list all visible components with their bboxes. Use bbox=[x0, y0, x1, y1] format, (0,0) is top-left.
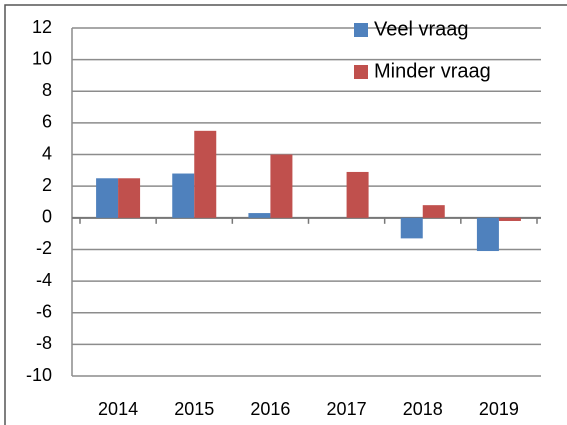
y-tick-label: -8 bbox=[36, 333, 52, 353]
y-tick-label: -2 bbox=[36, 238, 52, 258]
chart-frame bbox=[4, 4, 567, 425]
x-tick-label: 2018 bbox=[403, 399, 443, 419]
bar bbox=[270, 154, 293, 218]
y-tick-label: -6 bbox=[36, 301, 52, 321]
bar bbox=[96, 178, 119, 218]
y-tick-label: 4 bbox=[42, 143, 52, 163]
y-tick-label: 12 bbox=[32, 17, 52, 37]
legend-swatch bbox=[354, 65, 368, 79]
legend-label: Veel vraag bbox=[374, 18, 469, 40]
x-tick-label: 2017 bbox=[327, 399, 367, 419]
bar bbox=[172, 173, 195, 218]
bar bbox=[118, 178, 141, 218]
bar bbox=[422, 205, 445, 218]
y-tick-label: 2 bbox=[42, 175, 52, 195]
legend-label: Minder vraag bbox=[374, 60, 491, 82]
legend-swatch bbox=[354, 23, 368, 37]
bar bbox=[346, 171, 369, 218]
bar bbox=[498, 217, 521, 221]
y-tick-label: 6 bbox=[42, 112, 52, 132]
y-tick-label: 8 bbox=[42, 80, 52, 100]
y-tick-label: 10 bbox=[32, 48, 52, 68]
bar bbox=[194, 130, 217, 218]
x-tick-label: 2014 bbox=[98, 399, 138, 419]
x-tick-label: 2019 bbox=[479, 399, 519, 419]
y-tick-label: 0 bbox=[42, 207, 52, 227]
y-tick-label: -4 bbox=[36, 270, 52, 290]
x-tick-label: 2015 bbox=[174, 399, 214, 419]
bar bbox=[248, 213, 271, 218]
bar bbox=[476, 217, 499, 252]
x-tick-label: 2016 bbox=[250, 399, 290, 419]
y-tick-label: -10 bbox=[26, 365, 52, 385]
bar bbox=[400, 217, 423, 239]
